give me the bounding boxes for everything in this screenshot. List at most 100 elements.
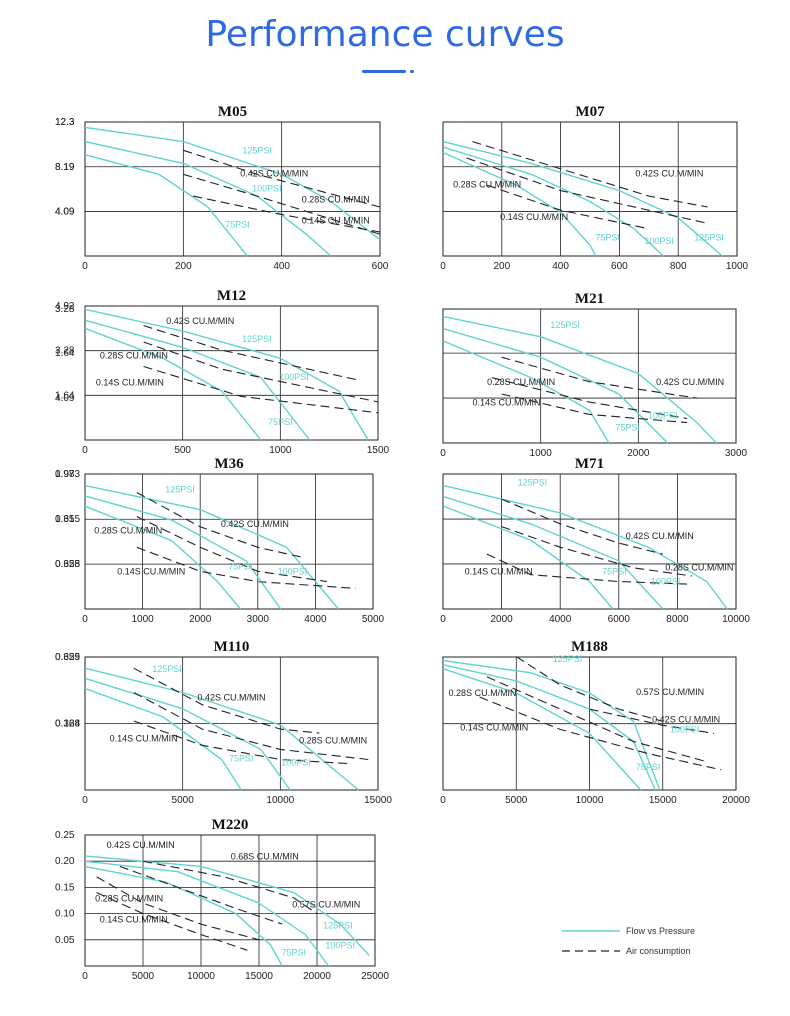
air-consumption-curve [96,876,260,941]
page-title: Performance curves [205,14,565,55]
pressure-label: 75PSI [636,762,661,772]
flow-curve-100psi [442,146,664,257]
flow-curve-100psi [442,495,664,610]
x-tick-label: 0 [440,261,446,272]
air-consumption-label: 0.28S CU.M/MIN [100,350,168,360]
flow-curve-100psi [84,495,282,610]
chart-title: M07 [575,104,605,120]
x-tick-label: 15000 [364,795,392,806]
x-tick-label: 0 [82,795,88,806]
plot-frame [442,473,737,610]
x-tick-label: 8000 [666,614,689,625]
air-consumption-curve [486,184,649,230]
y-tick-label: 3.28 [55,304,75,315]
air-consumption-curve [486,553,693,585]
charts-layer: M05 0 200 400 600 4.09 8.19 12.3 125PSI 0.42S CU.… [55,104,750,982]
pressure-label: 75PSI [268,417,293,427]
pressure-label: 75PSI [229,754,254,764]
chart-title: M36 [214,456,244,472]
flow-curve-125psi [84,126,381,241]
air-consumption-label: 0.57S CU.M/MIN [636,687,704,697]
chart-m07: M07 0 200 400 600 800 1000 4.09 8.19 12.3 0.42S CU… [55,104,749,272]
flow-curve-125psi [442,140,723,257]
flow-curve-125psi [84,308,369,441]
flow-curve-75psi [84,865,283,967]
air-consumption-curve [589,708,715,734]
x-tick-label: 6000 [608,614,631,625]
title-underline [362,70,406,73]
flow-curve-100psi [84,319,311,441]
y-tick-label: 0.15 [55,882,75,893]
air-consumption-label: 0.42S CU.M/MIN [166,316,234,326]
plot-frame [442,308,737,444]
flow-curve-75psi [84,687,242,791]
x-tick-label: 0 [82,445,88,456]
y-tick-label: 1.31 [55,514,75,525]
plot-frame [442,121,738,257]
air-consumption-label: 0.28S CU.M/MIN [449,688,517,698]
pressure-label: 125PSI [518,477,548,487]
pressure-label: 125PSI [242,334,272,344]
chart-title: M21 [575,291,604,307]
pressure-label: 75PSI [602,567,627,577]
y-tick-label: 0.328 [55,718,80,729]
x-tick-label: 1000 [269,445,292,456]
x-tick-label: 0 [440,448,446,459]
legend-flow-label: Flow vs Pressure [626,926,695,936]
x-tick-label: 10000 [187,971,215,982]
chart-m110: M110 0 5000 10000 15000 0.328 0.655 125PSI 0.42S… [55,639,392,806]
x-tick-label: 0 [82,614,88,625]
y-tick-label: 0.10 [55,909,75,920]
air-consumption-label: 0.14S CU.M/MIN [302,215,370,225]
chart-m220: M220 0 5000 10000 15000 20000 25000 0.05 0.10 0.1… [55,817,389,982]
y-tick-label: 0.329 [55,652,80,663]
air-consumption-label: 0.28S CU.M/MIN [299,735,367,745]
y-tick-label: 0.655 [55,559,80,570]
flow-curve-75psi [84,505,242,610]
air-consumption-curve [143,325,359,381]
x-tick-label: 2000 [189,614,212,625]
x-tick-label: 5000 [505,795,528,806]
x-tick-label: 0 [440,614,446,625]
flow-curve-75psi [84,327,262,441]
air-consumption-label: 0.42S CU.M/MIN [656,377,724,387]
y-tick-label: 4.09 [55,206,75,217]
chart-title: M220 [212,817,249,833]
air-consumption-label: 0.42S CU.M/MIN [197,693,265,703]
air-consumption-curve [466,157,708,224]
chart-title: M71 [575,456,604,472]
chart-title: M12 [217,288,246,304]
pressure-label: 75PSI [595,233,620,243]
pressure-label: 100PSI [644,236,674,246]
air-consumption-curve [136,546,356,589]
air-consumption-label: 0.14S CU.M/MIN [472,397,540,407]
air-consumption-label: 0.57S CU.M/MIN [292,899,360,909]
chart-title: M110 [214,639,250,655]
flow-curve-75psi [442,340,610,444]
y-tick-label: 0.328 [55,559,80,570]
air-consumption-label: 0.42S CU.M/MIN [240,168,308,178]
x-tick-label: 4000 [304,614,327,625]
air-consumption-curve [491,377,688,420]
air-consumption-curve [501,393,688,424]
pressure-label: 75PSI [228,561,253,571]
flow-curve-125psi [442,315,718,444]
pressure-label: 100PSI [278,567,308,577]
air-consumption-label: 0.42S CU.M/MIN [652,714,720,724]
flow-curve-75psi [442,505,614,610]
chart-m188: M188 0 5000 10000 15000 20000 0.164 0.329 125PSI… [55,639,750,806]
chart-title: M188 [571,639,608,655]
chart-m05: M05 0 200 400 600 4.09 8.19 12.3 125PSI 0.42S CU.… [55,104,389,272]
flow-curve-75psi [442,668,642,791]
air-consumption-curve [501,356,697,399]
flow-curve-100psi [84,677,291,791]
air-consumption-label: 0.14S CU.M/MIN [100,915,168,925]
pressure-label: 125PSI [694,233,724,243]
pressure-label: 100PSI [279,372,309,382]
x-tick-label: 10000 [722,614,750,625]
y-tick-label: 0.983 [55,469,80,480]
plot-frame [84,121,381,257]
air-consumption-curve [183,149,381,208]
